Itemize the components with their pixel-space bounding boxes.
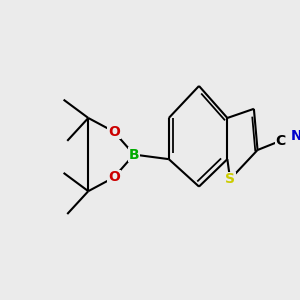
Text: S: S bbox=[225, 172, 235, 186]
Text: C: C bbox=[275, 134, 286, 148]
Text: N: N bbox=[291, 129, 300, 143]
Text: O: O bbox=[108, 170, 120, 184]
Text: O: O bbox=[108, 125, 120, 139]
Text: B: B bbox=[129, 148, 140, 162]
